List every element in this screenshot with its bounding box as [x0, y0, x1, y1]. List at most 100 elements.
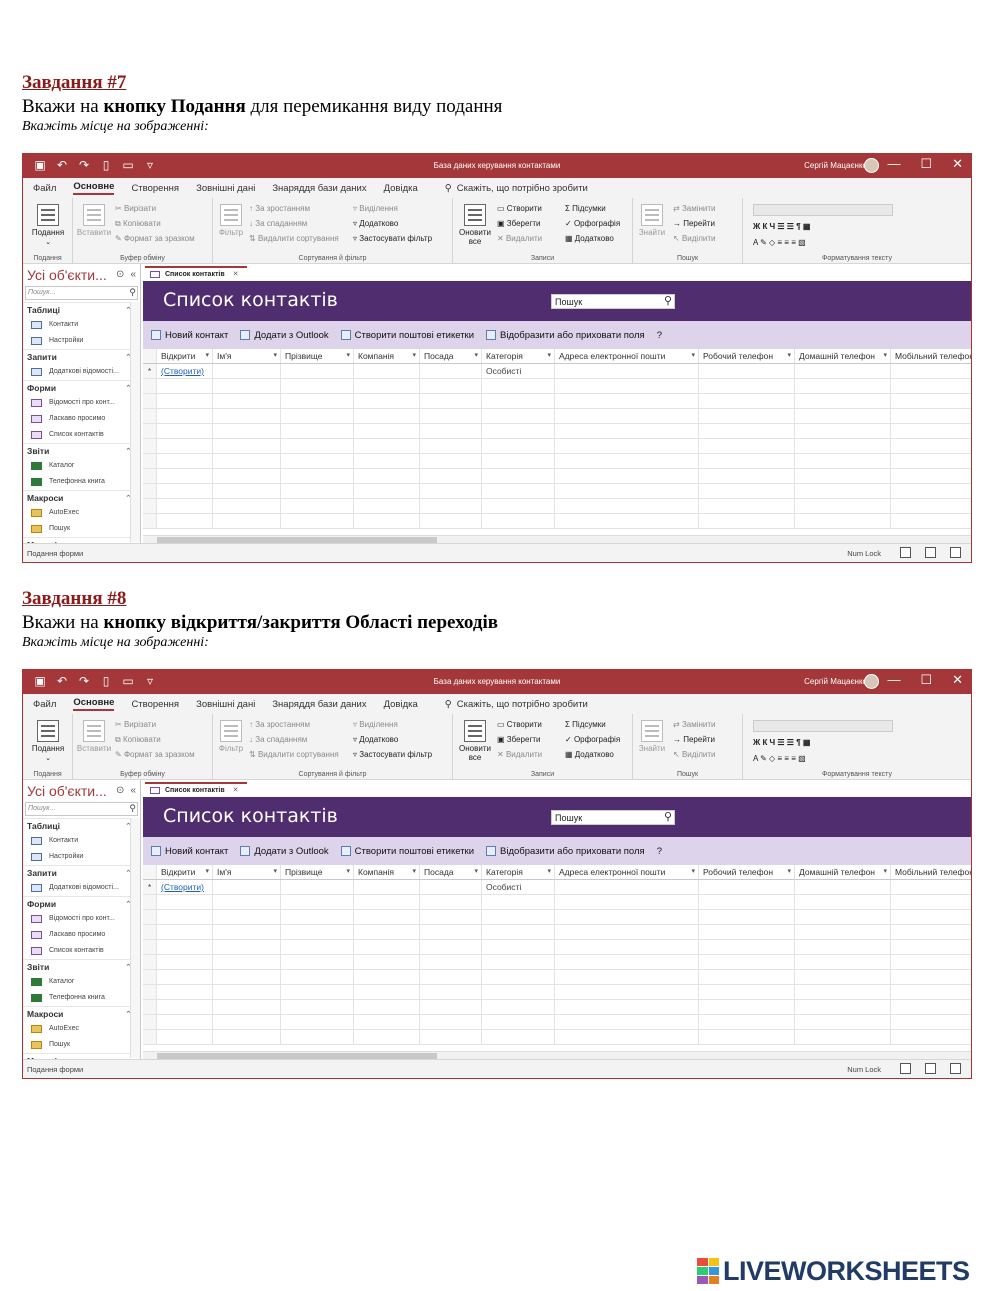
- nav-item[interactable]: Каталог: [23, 974, 140, 990]
- font-color-buttons[interactable]: A ✎ ◇ ≡ ≡ ≡ ▧: [753, 754, 806, 763]
- collapse-chevron-icon[interactable]: ⌃: [124, 352, 132, 362]
- bold-italic-underline-buttons[interactable]: Ж К Ч ☰ ☰ ¶ ▦: [753, 222, 811, 231]
- column-header[interactable]: Мобільний телефон: [891, 349, 971, 363]
- nav-section[interactable]: Таблиці ⌃: [23, 302, 140, 317]
- add-from-outlook-button[interactable]: Додати з Outlook: [240, 846, 329, 857]
- customize-qat-icon[interactable]: ▿: [146, 674, 154, 688]
- scrollbar-thumb[interactable]: [157, 537, 437, 543]
- nav-pane-header[interactable]: Усі об'єкти... ⊙ «: [27, 783, 136, 799]
- layout-view-icon[interactable]: [925, 1063, 936, 1074]
- datasheet-cell[interactable]: [281, 880, 354, 894]
- new-record-marker[interactable]: *: [143, 364, 157, 378]
- view-button[interactable]: Подання ⌄: [27, 720, 69, 762]
- column-header[interactable]: Робочий телефон: [699, 865, 795, 879]
- column-header[interactable]: Відкрити: [157, 349, 213, 363]
- nav-item[interactable]: Пошук: [23, 521, 140, 537]
- datasheet-cell[interactable]: [795, 364, 891, 378]
- sort-descending-button[interactable]: ↓ За спаданням: [249, 735, 308, 744]
- nav-section[interactable]: Макроси ⌃: [23, 490, 140, 505]
- column-header[interactable]: Домашній телефон: [795, 349, 891, 363]
- new-file-icon[interactable]: ▯: [102, 674, 110, 688]
- cut-button[interactable]: ✂ Вирізати: [115, 720, 157, 729]
- column-header[interactable]: Посада: [420, 349, 482, 363]
- collapse-chevron-icon[interactable]: ⌃: [124, 962, 132, 972]
- collapse-chevron-icon[interactable]: ⌃: [124, 821, 132, 831]
- record-selector-header[interactable]: [143, 865, 157, 879]
- tab-home[interactable]: Основне: [73, 697, 115, 711]
- close-button[interactable]: ✕: [952, 156, 963, 171]
- datasheet-cell[interactable]: [891, 880, 971, 894]
- scrollbar-thumb[interactable]: [157, 1053, 437, 1059]
- sort-ascending-button[interactable]: ↑ За зростанням: [249, 720, 310, 729]
- open-new-record-link[interactable]: (Створити): [161, 366, 204, 376]
- nav-section[interactable]: Таблиці ⌃: [23, 818, 140, 833]
- new-contact-button[interactable]: Новий контакт: [151, 330, 228, 341]
- goto-button[interactable]: → Перейти: [673, 735, 715, 744]
- nav-item[interactable]: Пошук: [23, 1037, 140, 1053]
- delete-record-button[interactable]: ✕ Видалити: [497, 750, 543, 759]
- totals-button[interactable]: Σ Підсумки: [565, 720, 606, 729]
- tab-external-data[interactable]: Зовнішні дані: [196, 182, 256, 194]
- bold-italic-underline-buttons[interactable]: Ж К Ч ☰ ☰ ¶ ▦: [753, 738, 811, 747]
- column-header[interactable]: Ім'я: [213, 865, 281, 879]
- save-icon[interactable]: ▣: [34, 674, 46, 688]
- add-from-outlook-button[interactable]: Додати з Outlook: [240, 330, 329, 341]
- sort-ascending-button[interactable]: ↑ За зростанням: [249, 204, 310, 213]
- datasheet-cell[interactable]: [213, 364, 281, 378]
- datasheet-cell[interactable]: [555, 364, 699, 378]
- selection-button[interactable]: ▿ Виділення: [353, 720, 398, 729]
- maximize-button[interactable]: ☐: [920, 156, 933, 171]
- nav-item[interactable]: Відомості про конт...: [23, 395, 140, 411]
- more-records-button[interactable]: ▦ Додатково: [565, 234, 614, 243]
- tell-me-box[interactable]: ⚲ Скажіть, що потрібно зробити: [444, 698, 588, 710]
- tab-file[interactable]: Файл: [33, 698, 57, 710]
- close-button[interactable]: ✕: [952, 672, 963, 687]
- advanced-filter-button[interactable]: ▿ Додатково: [353, 735, 399, 744]
- nav-item[interactable]: Відомості про конт...: [23, 911, 140, 927]
- find-button[interactable]: Знайти: [637, 720, 667, 753]
- mailing-labels-button[interactable]: Створити поштові етикетки: [340, 846, 474, 857]
- collapse-chevron-icon[interactable]: ⌃: [124, 383, 132, 393]
- collapse-chevron-icon[interactable]: ⌃: [124, 493, 132, 503]
- open-folder-icon[interactable]: ▭: [122, 674, 134, 688]
- tab-database-tools[interactable]: Знаряддя бази даних: [272, 182, 367, 194]
- nav-menu-dropdown-icon[interactable]: ⊙: [116, 785, 125, 796]
- horizontal-scrollbar[interactable]: [143, 535, 971, 544]
- toggle-filter-button[interactable]: ▿ Застосувати фільтр: [353, 750, 433, 759]
- datasheet-cell[interactable]: (Створити): [157, 364, 213, 378]
- nav-item[interactable]: Ласкаво просимо: [23, 411, 140, 427]
- format-painter-button[interactable]: ✎ Формат за зразком: [115, 234, 195, 243]
- user-name[interactable]: Сергій Мацаєнко: [804, 161, 867, 170]
- new-record-button[interactable]: ▭ Створити: [497, 204, 542, 213]
- collapse-chevron-icon[interactable]: ⌃: [124, 899, 132, 909]
- nav-item[interactable]: AutoExec: [23, 505, 140, 521]
- datasheet-cell[interactable]: [699, 880, 795, 894]
- column-header[interactable]: Компанія: [354, 349, 420, 363]
- new-contact-button[interactable]: Новий контакт: [151, 846, 228, 857]
- customize-qat-icon[interactable]: ▿: [146, 158, 154, 172]
- more-records-button[interactable]: ▦ Додатково: [565, 750, 614, 759]
- column-header[interactable]: Прізвище: [281, 865, 354, 879]
- form-view-icon[interactable]: [900, 547, 911, 558]
- nav-search-input[interactable]: Пошук... ⚲: [25, 286, 138, 300]
- nav-item[interactable]: Настройки: [23, 333, 140, 349]
- spelling-button[interactable]: ✓ Орфографія: [565, 219, 621, 228]
- nav-item[interactable]: Ласкаво просимо: [23, 927, 140, 943]
- datasheet-cell[interactable]: [795, 880, 891, 894]
- nav-search-input[interactable]: Пошук... ⚲: [25, 802, 138, 816]
- help-button[interactable]: ?: [656, 845, 662, 857]
- nav-section[interactable]: Звіти ⌃: [23, 443, 140, 458]
- new-record-row[interactable]: * (Створити) Особисті: [143, 364, 971, 379]
- avatar[interactable]: [864, 158, 879, 173]
- document-tab[interactable]: Список контактів ✕: [145, 782, 247, 797]
- refresh-all-button[interactable]: Оновити все: [457, 720, 493, 762]
- format-painter-button[interactable]: ✎ Формат за зразком: [115, 750, 195, 759]
- totals-button[interactable]: Σ Підсумки: [565, 204, 606, 213]
- tab-create[interactable]: Створення: [131, 698, 180, 710]
- datasheet-cell[interactable]: Особисті: [482, 880, 555, 894]
- datasheet-cell[interactable]: [891, 364, 971, 378]
- sort-descending-button[interactable]: ↓ За спаданням: [249, 219, 308, 228]
- form-search-input[interactable]: Пошук ⚲: [551, 294, 675, 309]
- close-tab-icon[interactable]: ✕: [232, 787, 239, 794]
- new-record-marker[interactable]: *: [143, 880, 157, 894]
